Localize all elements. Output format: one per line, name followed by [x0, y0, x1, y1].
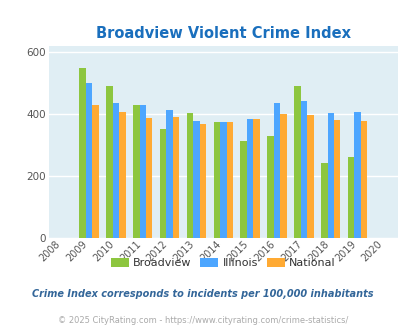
Text: © 2025 CityRating.com - https://www.cityrating.com/crime-statistics/: © 2025 CityRating.com - https://www.city… [58, 316, 347, 325]
Bar [360, 120, 367, 238]
Bar [320, 163, 327, 238]
Bar [240, 141, 246, 238]
Bar [294, 86, 300, 238]
Bar [160, 129, 166, 238]
Bar [173, 117, 179, 238]
Bar [273, 103, 279, 238]
Bar [166, 111, 173, 238]
Bar [347, 157, 354, 238]
Bar [253, 119, 259, 238]
Bar [106, 86, 112, 238]
Bar [213, 122, 220, 238]
Bar [92, 105, 98, 238]
Bar [266, 136, 273, 238]
Title: Broadview Violent Crime Index: Broadview Violent Crime Index [96, 26, 350, 41]
Bar [139, 105, 145, 238]
Bar [246, 119, 253, 238]
Bar [300, 101, 306, 238]
Bar [220, 122, 226, 238]
Bar [327, 113, 333, 238]
Bar [79, 68, 85, 238]
Bar [226, 122, 232, 238]
Bar [112, 103, 119, 238]
Bar [119, 112, 125, 238]
Bar [354, 112, 360, 238]
Bar [199, 124, 206, 238]
Bar [133, 105, 139, 238]
Bar [279, 115, 286, 238]
Bar [145, 118, 152, 238]
Legend: Broadview, Illinois, National: Broadview, Illinois, National [106, 253, 339, 272]
Bar [306, 115, 313, 238]
Text: Crime Index corresponds to incidents per 100,000 inhabitants: Crime Index corresponds to incidents per… [32, 289, 373, 299]
Bar [186, 114, 193, 238]
Bar [333, 120, 339, 238]
Bar [85, 83, 92, 238]
Bar [193, 121, 199, 238]
